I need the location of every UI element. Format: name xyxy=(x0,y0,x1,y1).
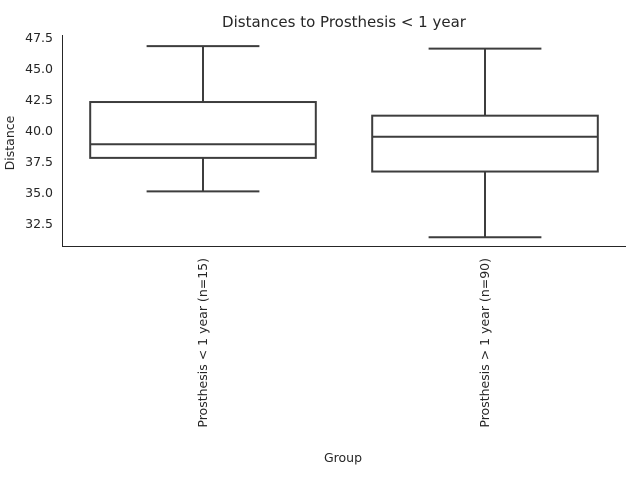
x-axis-label: Group xyxy=(324,450,362,465)
y-tick-label: 35.0 xyxy=(25,185,53,200)
iqr-box xyxy=(371,114,599,173)
x-tick-label: Prosthesis < 1 year (n=15) xyxy=(195,258,210,428)
chart-title: Distances to Prosthesis < 1 year xyxy=(222,13,467,31)
y-tick-label: 45.0 xyxy=(25,61,53,76)
iqr-box xyxy=(89,101,317,159)
y-tick-label: 32.5 xyxy=(25,216,53,231)
y-axis-label: Distance xyxy=(2,115,17,170)
x-tick-label: Prosthesis > 1 year (n=90) xyxy=(477,258,492,428)
y-tick-label: 47.5 xyxy=(25,30,53,45)
y-tick-label: 37.5 xyxy=(25,154,53,169)
x-tick-labels: Prosthesis < 1 year (n=15) Prosthesis > 1… xyxy=(195,258,492,428)
y-tick-labels: 32.5 35.0 37.5 40.0 42.5 45.0 47.5 xyxy=(25,30,53,231)
y-tick-label: 40.0 xyxy=(25,123,53,138)
boxes xyxy=(89,45,599,239)
y-tick-label: 42.5 xyxy=(25,92,53,107)
